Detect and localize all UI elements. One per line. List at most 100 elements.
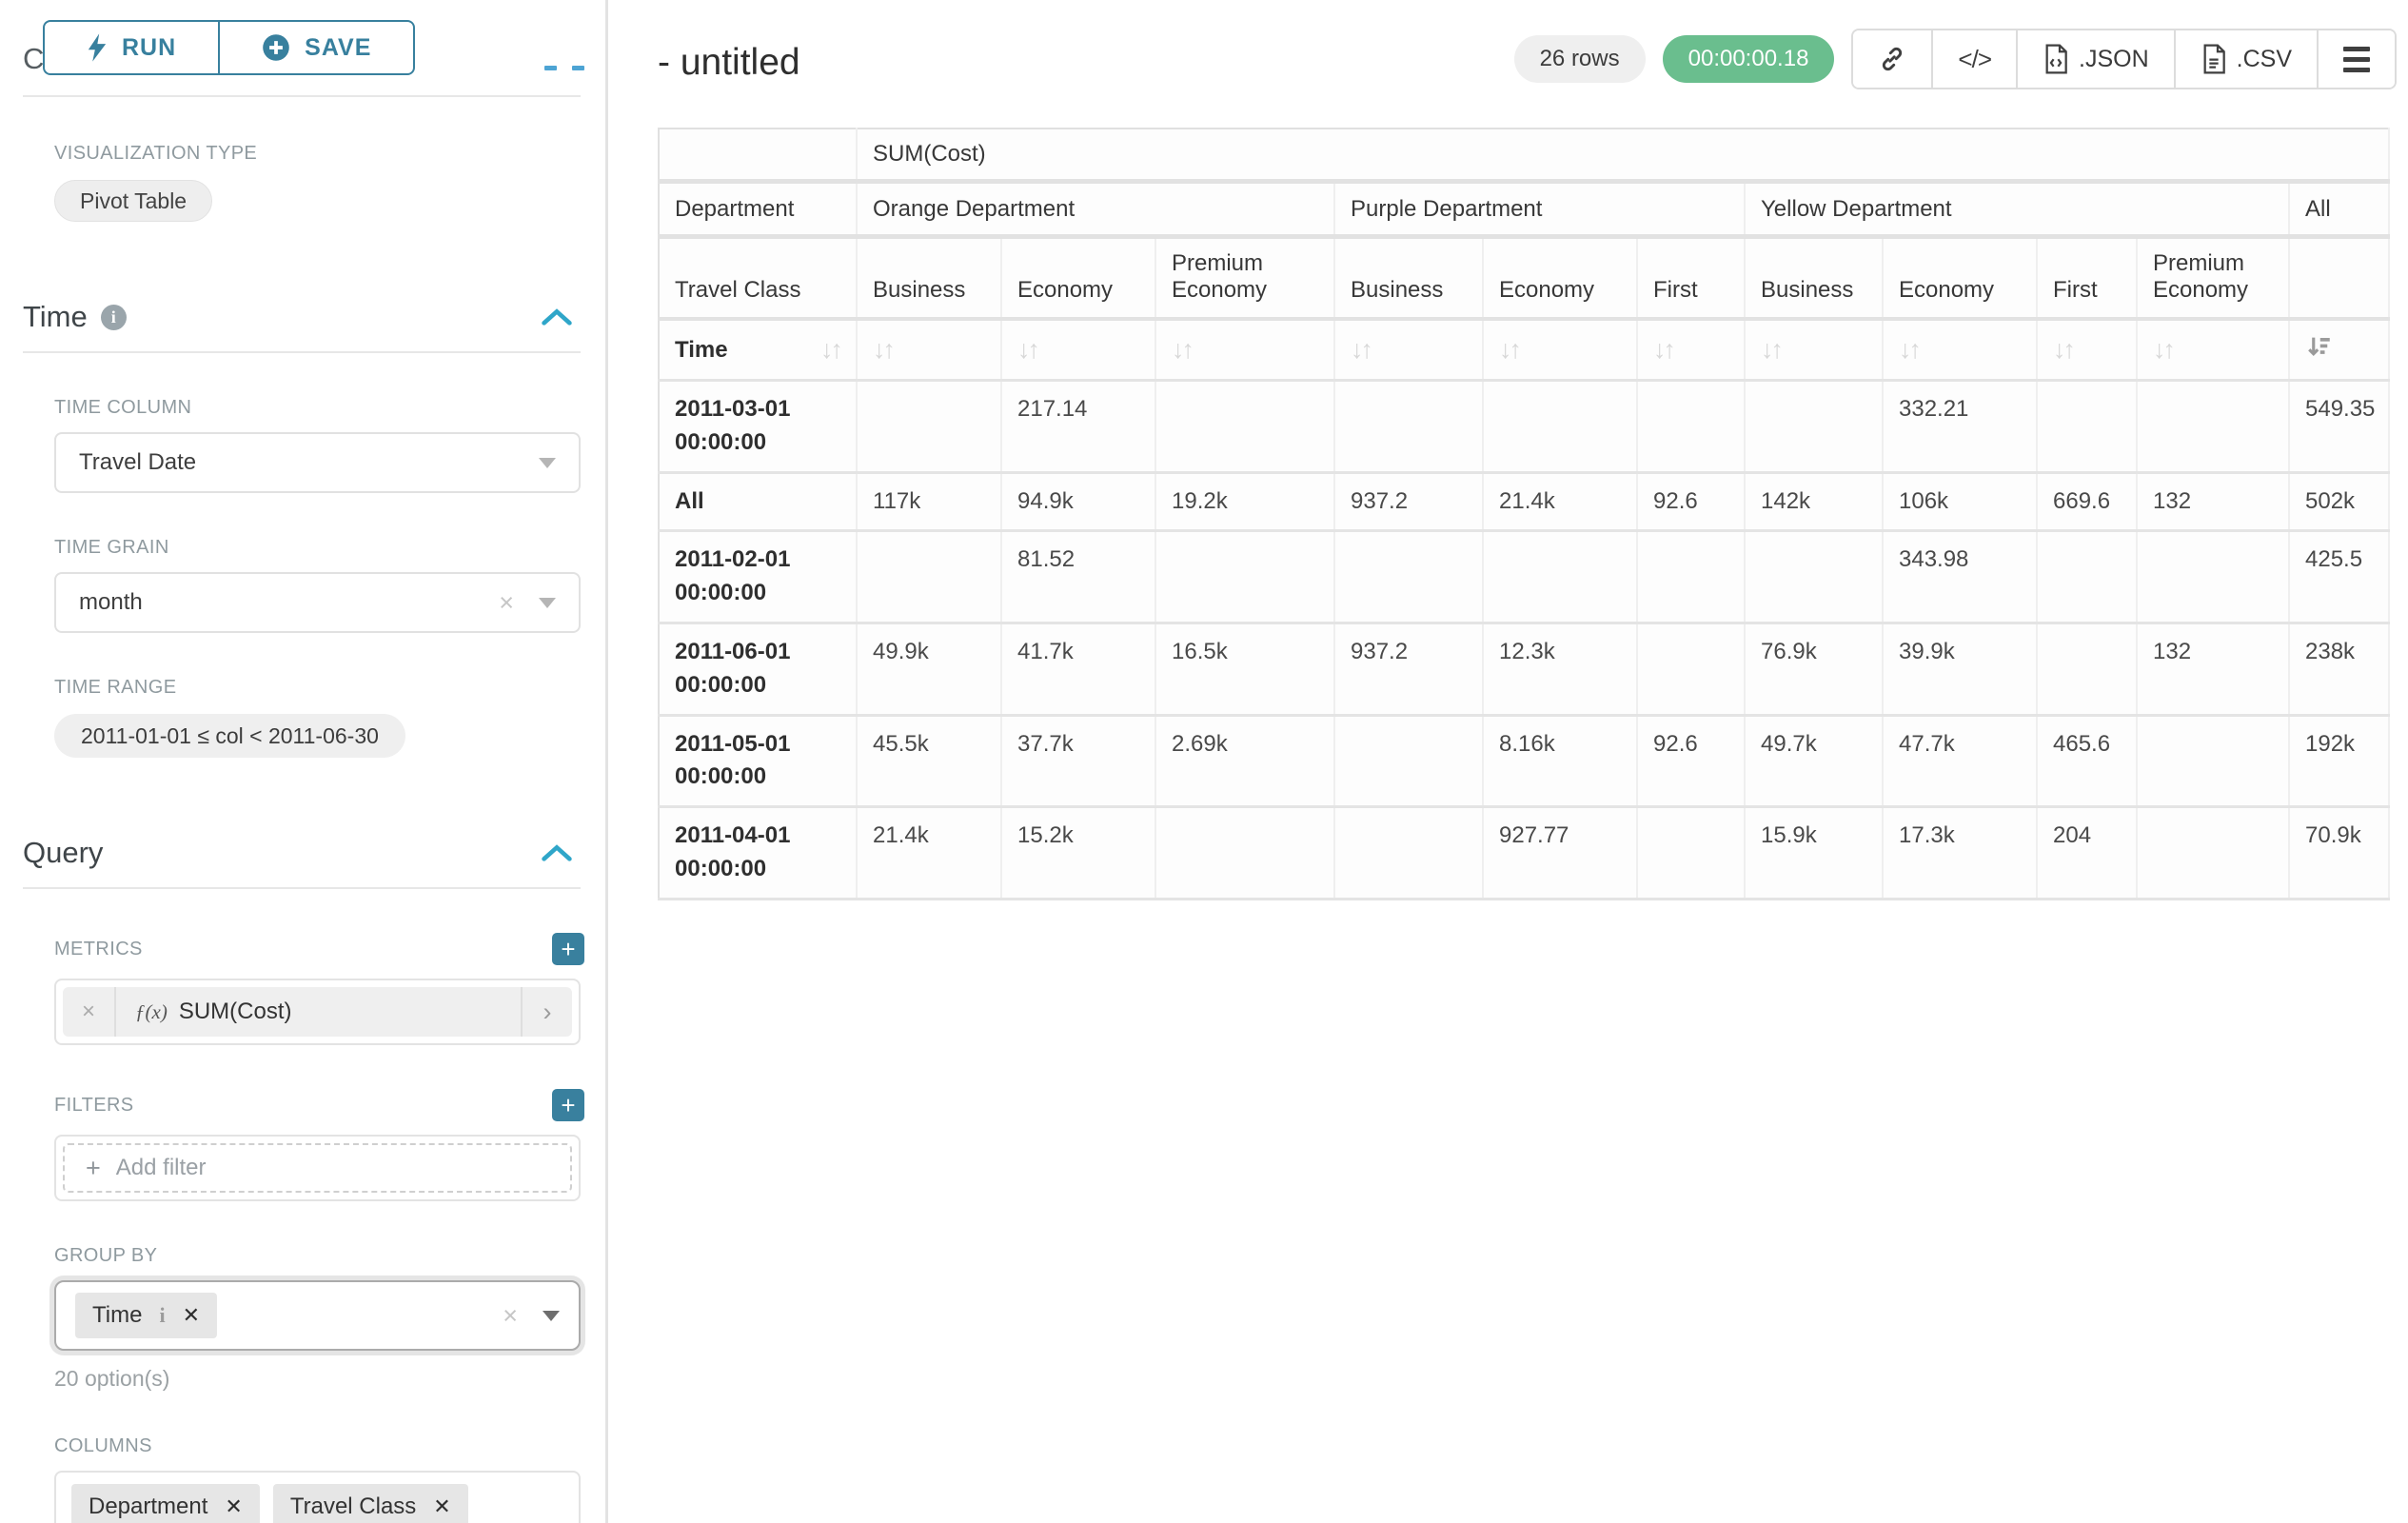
pivot-cell: 8.16k	[1483, 715, 1638, 809]
visualization-type-label: VISUALIZATION TYPE	[54, 143, 258, 164]
query-section: Query METRICS + × ƒ(x)	[23, 836, 584, 1523]
visualization-type-value[interactable]: Pivot Table	[54, 180, 213, 222]
pivot-cell: 17.3k	[1883, 806, 2038, 900]
pivot-cell: 106k	[1883, 472, 2038, 533]
more-options-button[interactable]	[2317, 30, 2395, 88]
pivot-cell: 49.9k	[857, 623, 1002, 717]
table-row: 2011-05-01 00:00:00 45.5k 37.7k 2.69k 8.16k 9…	[659, 715, 2391, 809]
section-divider	[23, 95, 581, 97]
pivot-cell: 927.77	[1483, 806, 1638, 900]
sort-toggle-icon[interactable]: ↓↑	[1899, 335, 1922, 364]
export-json-button[interactable]: .JSON	[2016, 30, 2174, 88]
pivot-cell	[2037, 623, 2138, 717]
remove-metric-icon[interactable]: ×	[63, 987, 116, 1037]
pivot-time-header: Time ↓↑	[659, 319, 858, 382]
chevron-down-icon	[539, 597, 556, 608]
pivot-cell: 132	[2137, 472, 2290, 533]
sort-toggle-icon[interactable]: ↓↑	[1761, 335, 1784, 364]
share-link-button[interactable]	[1853, 30, 1932, 88]
pivot-cell	[1155, 806, 1335, 900]
clipped-icon-fragment	[572, 66, 584, 70]
pivot-cell: 132	[2137, 623, 2290, 717]
add-filter-button[interactable]: + Add filter	[63, 1143, 572, 1193]
sort-toggle-icon[interactable]: ↓↑	[1499, 335, 1522, 364]
section-divider	[23, 887, 581, 889]
sort-toggle-icon[interactable]: ↓↑	[1172, 335, 1194, 364]
pivot-cell: 502k	[2289, 472, 2391, 533]
collapse-section-button[interactable]	[541, 843, 573, 862]
groupby-select[interactable]: Time i ✕ ×	[54, 1280, 581, 1351]
view-query-button[interactable]: </>	[1931, 30, 2017, 88]
pivot-cell	[1483, 380, 1638, 474]
pivot-cell	[1155, 530, 1335, 624]
columns-tag-department[interactable]: Department ✕	[71, 1484, 260, 1523]
code-icon: </>	[1958, 44, 1992, 73]
pivot-cell: 465.6	[2037, 715, 2138, 809]
columns-select[interactable]: Department ✕ Travel Class ✕ ×	[54, 1471, 581, 1523]
time-grain-select[interactable]: month ×	[54, 572, 581, 633]
metric-pill[interactable]: × ƒ(x) SUM(Cost) ›	[63, 987, 572, 1037]
csv-file-icon	[2203, 44, 2225, 74]
sort-toggle-icon[interactable]: ↓↑	[2153, 335, 2176, 364]
pivot-cell: 49.7k	[1745, 715, 1884, 809]
row-count-badge: 26 rows	[1513, 35, 1646, 83]
clear-icon[interactable]: ×	[503, 1300, 518, 1330]
save-button[interactable]: SAVE	[218, 20, 416, 75]
pivot-cell: 937.2	[1334, 623, 1484, 717]
time-range-value[interactable]: 2011-01-01 ≤ col < 2011-06-30	[54, 714, 405, 758]
group-header: All	[2289, 181, 2391, 239]
clear-icon[interactable]: ×	[499, 587, 514, 617]
pivot-sort-cell: ↓↑	[1745, 319, 1884, 382]
pivot-cell	[1334, 806, 1484, 900]
class-header: First	[1637, 236, 1746, 321]
travel-class-header-row: Travel Class Business Economy Premium Ec…	[659, 236, 2391, 321]
pivot-sort-row: Time ↓↑ ↓↑ ↓↑ ↓↑ ↓↑ ↓↑ ↓↑ ↓↑ ↓↑ ↓↑ ↓↑	[659, 319, 2391, 382]
clipped-icon-fragment	[544, 66, 557, 70]
department-axis-label: Department	[659, 181, 858, 239]
expand-metric-icon[interactable]: ›	[521, 987, 572, 1037]
metric-header: SUM(Cost)	[857, 129, 2391, 184]
pivot-cell: 39.9k	[1883, 623, 2038, 717]
pivot-cell: 332.21	[1883, 380, 2038, 474]
chevron-down-icon	[543, 1310, 560, 1321]
pivot-cell: 15.2k	[1001, 806, 1156, 900]
sort-toggle-icon[interactable]: ↓↑	[820, 335, 843, 364]
pivot-cell	[2137, 806, 2290, 900]
pivot-cell: 21.4k	[857, 806, 1002, 900]
pivot-cell	[1334, 380, 1484, 474]
groupby-tag[interactable]: Time i ✕	[75, 1293, 218, 1338]
remove-tag-icon[interactable]: ✕	[182, 1303, 201, 1327]
pivot-sort-cell: ↓↑	[2137, 319, 2290, 382]
sort-toggle-icon[interactable]: ↓↑	[1351, 335, 1373, 364]
pivot-cell	[1637, 623, 1746, 717]
pivot-cell: 142k	[1745, 472, 1884, 533]
group-header: Purple Department	[1334, 181, 1746, 239]
run-button[interactable]: RUN	[43, 20, 219, 75]
sort-toggle-icon[interactable]: ↓↑	[2053, 335, 2076, 364]
columns-label: COLUMNS	[54, 1435, 152, 1456]
columns-tag-travel-class[interactable]: Travel Class ✕	[272, 1484, 468, 1523]
export-csv-button[interactable]: .CSV	[2173, 30, 2317, 88]
remove-tag-icon[interactable]: ✕	[225, 1494, 243, 1518]
sort-toggle-icon[interactable]: ↓↑	[873, 335, 896, 364]
group-header: Orange Department	[857, 181, 1335, 239]
remove-tag-icon[interactable]: ✕	[433, 1494, 451, 1518]
collapse-section-button[interactable]	[541, 307, 573, 326]
sort-desc-active-icon[interactable]	[2305, 332, 2334, 361]
hamburger-menu-icon	[2343, 46, 2370, 72]
pivot-row-label: 2011-02-01 00:00:00	[659, 530, 858, 624]
metric-name: SUM(Cost)	[178, 999, 292, 1024]
chart-title[interactable]: - untitled	[658, 42, 800, 83]
pivot-cell: 92.6	[1637, 472, 1746, 533]
add-metric-button[interactable]: +	[552, 933, 584, 965]
add-filter-plus-button[interactable]: +	[552, 1089, 584, 1121]
sort-toggle-icon[interactable]: ↓↑	[1017, 335, 1040, 364]
class-header: Premium Economy	[2137, 236, 2290, 321]
table-row: 2011-03-01 00:00:00 217.14 332.21 549.35	[659, 380, 2391, 474]
time-column-select[interactable]: Travel Date	[54, 432, 581, 493]
class-header: Economy	[1883, 236, 2038, 321]
sort-toggle-icon[interactable]: ↓↑	[1653, 335, 1676, 364]
pivot-cell	[1745, 530, 1884, 624]
table-row: 2011-02-01 00:00:00 81.52 343.98 425.5	[659, 530, 2391, 624]
pivot-cell: 16.5k	[1155, 623, 1335, 717]
